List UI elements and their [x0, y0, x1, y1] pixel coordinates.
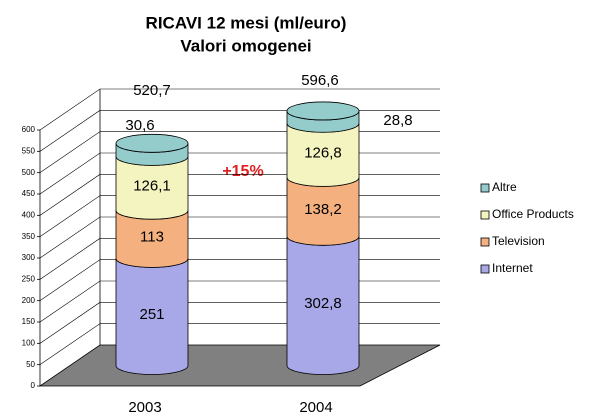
legend-label: Office Products — [492, 207, 574, 221]
grid-line — [39, 88, 440, 131]
legend-swatch — [480, 210, 490, 220]
y-tick-label: 450 — [22, 189, 36, 198]
value-label: 126,8 — [304, 144, 342, 161]
cylinder-top — [286, 101, 360, 121]
value-label: 126,1 — [133, 177, 171, 194]
y-tick-label: 100 — [22, 338, 36, 347]
floor — [38, 344, 441, 387]
y-tick-label: 400 — [22, 210, 36, 219]
cylinder-top — [115, 133, 189, 153]
legend-swatch — [480, 264, 490, 274]
annotation: +15% — [222, 163, 263, 180]
legend-label: Internet — [492, 261, 533, 275]
y-tick-label: 600 — [22, 125, 36, 134]
value-label: 251 — [139, 306, 164, 323]
y-tick-label: 200 — [22, 296, 36, 305]
value-label: 113 — [140, 228, 164, 245]
legend-label: Altre — [492, 180, 517, 194]
chart-subtitle: Valori omogenei — [180, 36, 311, 55]
legend-label: Television — [492, 234, 545, 248]
chart-title: RICAVI 12 mesi (ml/euro) — [146, 13, 347, 32]
y-tick-label: 550 — [22, 146, 36, 155]
y-tick-label: 350 — [22, 232, 36, 241]
total-label: 520,7 — [133, 82, 171, 99]
total-label: 596,6 — [301, 72, 339, 89]
y-tick-label: 150 — [22, 317, 36, 326]
value-label: 30,6 — [125, 117, 154, 134]
y-tick-label: 0 — [31, 381, 36, 390]
value-label: 28,8 — [383, 112, 412, 129]
y-tick-label: 500 — [22, 168, 36, 177]
legend-swatch — [480, 237, 490, 247]
y-tick-label: 300 — [22, 253, 36, 262]
x-tick-label: 2004 — [299, 399, 332, 416]
legend-swatch — [480, 183, 490, 193]
value-label: 138,2 — [304, 201, 342, 218]
y-tick-label: 50 — [26, 360, 35, 369]
x-tick-label: 2003 — [128, 399, 161, 416]
value-label: 302,8 — [304, 295, 342, 312]
y-tick-label: 250 — [22, 274, 36, 283]
